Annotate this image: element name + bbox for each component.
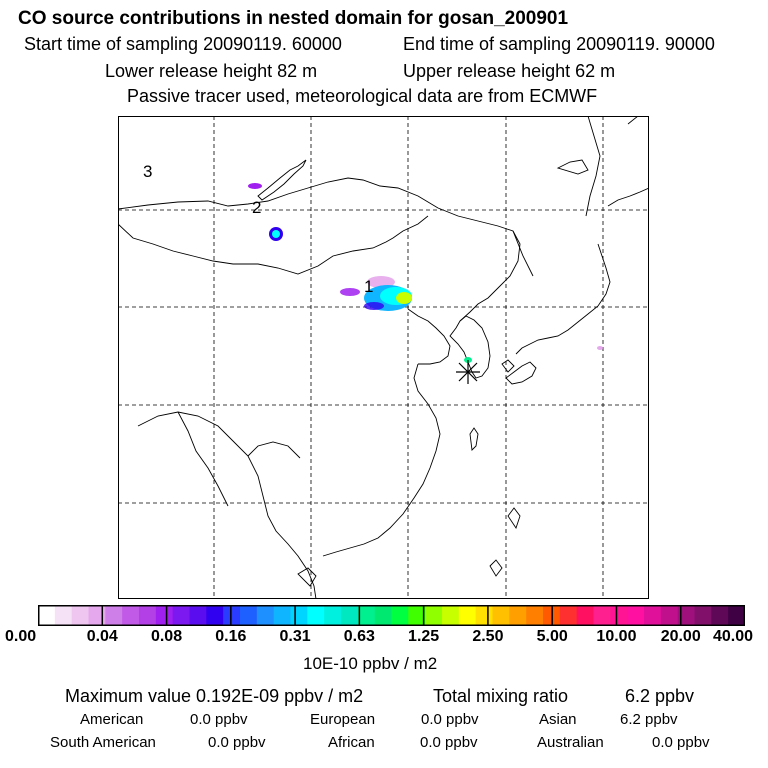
colorbar-cell (139, 605, 157, 626)
source-australian-value: 0.0 ppbv (652, 734, 710, 751)
total-mixing-ratio-value: 6.2 ppbv (625, 686, 695, 706)
colorbar-tick-label: 0.16 (215, 628, 247, 645)
start-time-label: Start time of sampling 20090119. 60000 (24, 34, 342, 54)
colorbar-cell (627, 605, 645, 626)
total-mixing-ratio-label: Total mixing ratio (433, 686, 569, 706)
colorbar-cell (559, 605, 578, 626)
lat-lon-grid (118, 116, 649, 599)
lower-release-height: Lower release height 82 m (105, 61, 318, 81)
colorbar-cell (54, 605, 73, 626)
colorbar-cell (172, 605, 191, 626)
colorbar-cell (38, 605, 56, 626)
colorbar-cell (290, 605, 308, 626)
upper-release-height: Upper release height 62 m (403, 61, 616, 81)
colorbar-cell (593, 605, 611, 626)
colorbar-tick-label: 0.04 (86, 628, 118, 645)
colorbar-cell (324, 605, 342, 626)
source-african-label: African (328, 734, 375, 751)
colorbar-cell (240, 605, 258, 626)
map-label-2: 2 (252, 198, 261, 217)
colorbar-cell (105, 605, 123, 626)
map-label-1: 1 (364, 277, 373, 296)
colorbar-cell (660, 605, 679, 626)
colorbar-tick-label: 2.50 (472, 628, 504, 645)
source-american-value: 0.0 ppbv (190, 711, 248, 728)
maximum-value: Maximum value 0.192E-09 ppbv / m2 (65, 686, 364, 706)
source-american-label: American (80, 711, 144, 728)
plume-region-1 (340, 276, 412, 311)
colorbar-cell (71, 605, 90, 626)
colorbar-cell (728, 605, 745, 626)
colorbar-cell (425, 605, 443, 626)
colorbar-cell (610, 605, 628, 626)
source-south-american-value: 0.0 ppbv (208, 734, 266, 751)
colorbar-cell (341, 605, 359, 626)
colorbar-cell (155, 605, 174, 626)
colorbar-cell (677, 605, 696, 626)
end-time-label: End time of sampling 20090119. 90000 (403, 34, 715, 54)
colorbar-tick-label: 20.00 (660, 628, 701, 645)
colorbar-tick-label: 0.00 (5, 628, 37, 645)
color-scale-bar (38, 605, 745, 626)
colorbar-cell (88, 605, 106, 626)
colorbar-cell (475, 605, 494, 626)
colorbar-cell (122, 605, 140, 626)
colorbar-cell (256, 605, 275, 626)
source-european-label: European (310, 711, 376, 728)
coastlines (118, 116, 649, 599)
colorbar-cell (408, 605, 426, 626)
colorbar-cell (391, 605, 409, 626)
colorbar-cell (307, 605, 325, 626)
colorbar-tick-label: 0.08 (150, 628, 183, 645)
tracer-note: Passive tracer used, meteorological data… (127, 86, 598, 106)
source-asian-label: Asian (539, 711, 577, 728)
colorbar-tick-label: 0.31 (279, 628, 311, 645)
colorbar-cell (711, 605, 729, 626)
receptor-star-icon (456, 360, 480, 384)
colorbar-cell (357, 605, 376, 626)
colorbar-cell (576, 605, 595, 626)
colorbar-cell (458, 605, 477, 626)
source-contribution-map: 1 2 3 (118, 116, 649, 599)
plume-region-2 (248, 183, 283, 241)
colorbar-tick-label: 5.00 (536, 628, 568, 645)
colorbar-cell (206, 605, 224, 626)
source-australian-label: Australian (537, 734, 604, 751)
map-label-3: 3 (143, 162, 152, 181)
colorbar-tick-label: 1.25 (408, 628, 440, 645)
colorbar-tick-label: 0.63 (343, 628, 375, 645)
colorbar-units: 10E-10 ppbv / m2 (303, 654, 438, 673)
colorbar-cell (492, 605, 510, 626)
source-african-value: 0.0 ppbv (420, 734, 478, 751)
plume-minor (464, 346, 603, 363)
colorbar-cell (694, 605, 712, 626)
colorbar-cell (526, 605, 544, 626)
colorbar-cell (223, 605, 241, 626)
source-south-american-label: South American (50, 734, 156, 751)
source-european-value: 0.0 ppbv (421, 711, 479, 728)
colorbar-cell (189, 605, 207, 626)
colorbar-cell (442, 605, 460, 626)
colorbar-cell (273, 605, 292, 626)
colorbar-tick-label: 10.00 (596, 628, 637, 645)
colorbar-cell (644, 605, 662, 626)
colorbar-cell (374, 605, 393, 626)
source-asian-value: 6.2 ppbv (620, 711, 678, 728)
plot-title: CO source contributions in nested domain… (18, 8, 569, 29)
colorbar-tick-label: 40.00 (713, 628, 754, 645)
colorbar-cell (509, 605, 527, 626)
